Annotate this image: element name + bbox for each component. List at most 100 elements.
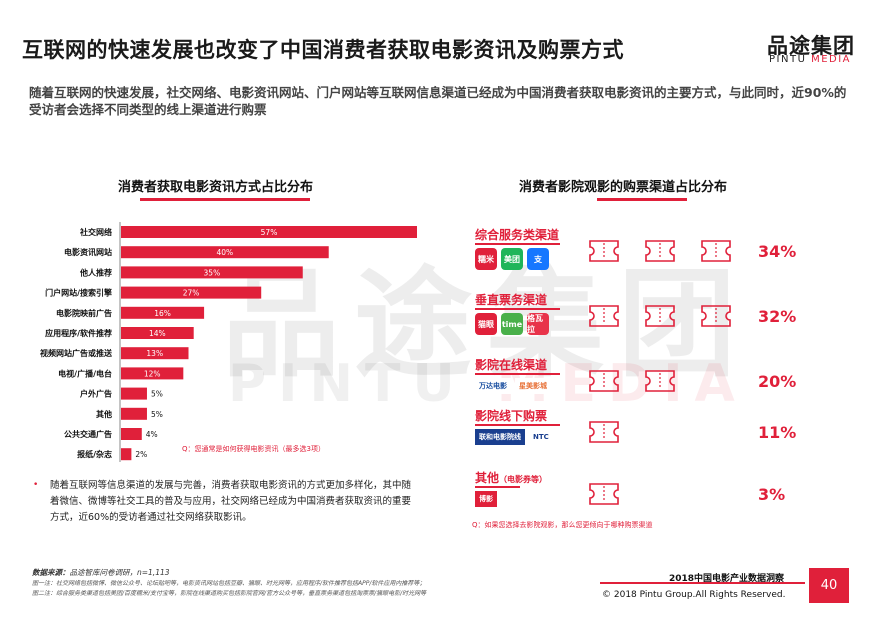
left-panel-title: 消费者获取电影资讯方式占比分布	[118, 180, 314, 195]
watermark-en-a: PINTU	[228, 354, 497, 414]
footnote-2: 图二注：综合服务类渠道包括美团/百度糯米/支付宝等，影院在线渠道购买包括影院官网…	[32, 590, 427, 597]
channel-underline	[475, 486, 520, 488]
channel-underline	[475, 424, 560, 426]
source-label: 数据来源：	[32, 568, 70, 577]
ticket-icon	[589, 483, 619, 505]
value-label: 35%	[204, 268, 221, 277]
channel-percent: 32%	[758, 307, 797, 326]
category-label: 报纸/杂志	[77, 449, 112, 459]
brand-logo: 美团	[501, 248, 523, 270]
bar	[121, 347, 189, 360]
ticket-icon	[701, 240, 731, 262]
value-label: 16%	[154, 309, 171, 318]
channel-name-text: 综合服务类渠道	[475, 228, 560, 242]
channel-name: 影院线下购票	[475, 407, 547, 424]
value-label: 14%	[149, 329, 166, 338]
channel-percent: 11%	[758, 423, 797, 442]
logo-en-a: PINTU	[769, 54, 812, 65]
channel-name-suffix: （电影券等）	[499, 475, 548, 484]
category-label: 其他	[96, 409, 112, 419]
bar	[121, 387, 147, 400]
category-label: 门户网站/搜索引擎	[45, 288, 113, 298]
bar	[121, 367, 184, 380]
category-label: 应用程序/软件推荐	[45, 328, 112, 338]
brand-logo: 糯米	[475, 248, 497, 270]
value-label: 4%	[146, 430, 158, 439]
category-label: 户外广告	[80, 389, 112, 399]
ticket-icon	[589, 421, 619, 443]
report-name: 2018中国电影产业数据洞察	[669, 574, 785, 584]
channel-name-text: 影院在线渠道	[475, 358, 548, 372]
value-label: 12%	[144, 369, 161, 378]
category-label: 电影院映前广告	[56, 308, 112, 318]
right-panel-title: 消费者影院观影的购票渠道占比分布	[519, 180, 728, 195]
left-panel-underline	[140, 198, 310, 201]
channel-name-text: 其他	[475, 471, 500, 485]
channel-name: 影院在线渠道	[475, 356, 547, 373]
ticket-icon	[645, 240, 675, 262]
value-label: 5%	[151, 410, 163, 419]
value-label: 2%	[135, 450, 147, 459]
right-chart-note: Q：如果您选择去影院观影，那么您更倾向于哪种购票渠道	[472, 521, 653, 529]
right-panel-underline	[597, 198, 687, 201]
bar	[121, 407, 147, 420]
value-label: 13%	[146, 349, 163, 358]
brand-logo: 博影	[475, 491, 497, 507]
brand-logo: 猫眼	[475, 313, 497, 335]
channel-name: 综合服务类渠道	[475, 226, 559, 243]
logo-cn: 品途集团	[767, 34, 855, 58]
brand-logo: 格瓦拉	[527, 313, 549, 335]
category-label: 电视/广播/电台	[58, 368, 112, 378]
channel-underline	[475, 373, 560, 375]
bar	[121, 306, 205, 319]
page-subtitle: 随着互联网的快速发展，社交网络、电影资讯网站、门户网站等互联网信息渠道已经成为中…	[29, 85, 847, 117]
brand-logo: 支	[527, 248, 549, 270]
channel-name: 其他（电影券等）	[475, 469, 547, 486]
page-title: 互联网的快速发展也改变了中国消费者获取电影资讯及购票方式	[22, 38, 624, 62]
channel-brands: 糯米 美团支	[475, 248, 549, 270]
bar	[121, 428, 142, 440]
data-source: 数据来源：品途智库问卷调研，n=1,113	[32, 567, 170, 578]
category-label: 他人推荐	[79, 267, 112, 277]
ticket-icons	[588, 420, 620, 444]
channel-brands: 猫眼 time 格瓦拉	[475, 313, 549, 335]
value-label: 5%	[151, 390, 163, 399]
ticket-icons	[588, 304, 732, 328]
logo-en-b: MEDIA	[811, 54, 852, 65]
logo-en: PINTU MEDIA	[769, 54, 851, 65]
channel-percent: 3%	[758, 485, 786, 504]
channel-underline	[475, 243, 560, 245]
channel-brands: 博影	[475, 491, 497, 507]
bar	[121, 327, 194, 339]
channel-brands: 万达电影 星美影城	[475, 378, 551, 394]
ticket-icon	[645, 305, 675, 327]
channel-underline	[475, 308, 560, 310]
copyright: © 2018 Pintu Group.All Rights Reserved.	[602, 590, 786, 600]
brand-logo: 星美影城	[515, 378, 551, 394]
bar	[121, 448, 132, 461]
left-chart-note: Q：您通常是如何获得电影资讯（最多选3项）	[182, 445, 325, 453]
channel-name-text: 影院线下购票	[475, 409, 548, 423]
brand-logo: time	[501, 313, 523, 335]
channel-percent: 34%	[758, 242, 797, 261]
ticket-icon	[589, 370, 619, 392]
brand-logo: NTC	[529, 429, 553, 445]
page-number: 40	[809, 568, 849, 603]
value-label: 27%	[183, 289, 200, 298]
ticket-icon	[589, 305, 619, 327]
ticket-icons	[588, 482, 620, 506]
channel-name: 垂直票务渠道	[475, 291, 547, 308]
ticket-icon	[589, 240, 619, 262]
ticket-icon	[701, 305, 731, 327]
category-label: 视频网站广告或推送	[40, 348, 113, 358]
brand-logo: 万达电影	[475, 378, 511, 394]
category-label: 电影资讯网站	[64, 247, 112, 257]
category-label: 公共交通广告	[64, 429, 112, 439]
category-label: 社交网络	[79, 227, 112, 237]
channel-name-text: 垂直票务渠道	[475, 293, 548, 307]
ticket-icons	[588, 369, 676, 393]
brand-logo: 联和电影院线	[475, 429, 525, 445]
ticket-icon	[645, 370, 675, 392]
ticket-icons	[588, 239, 732, 263]
footer-divider	[600, 582, 805, 584]
